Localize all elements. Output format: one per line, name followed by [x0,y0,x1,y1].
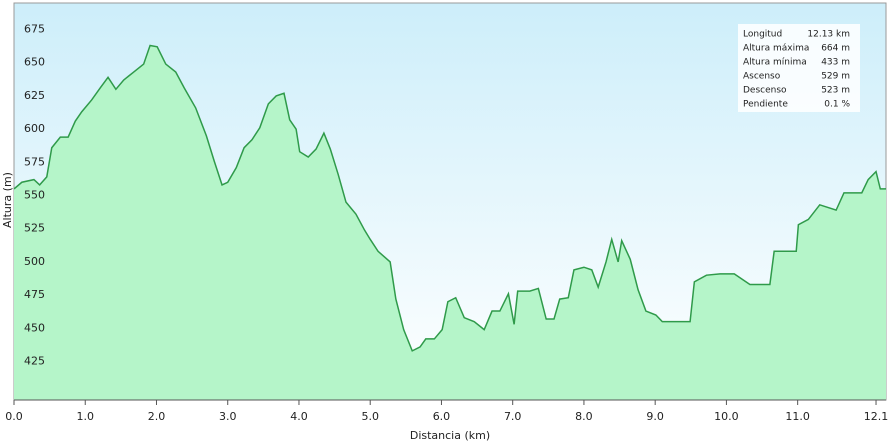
x-tick-label: 12.1 [864,410,889,423]
y-tick-label: 650 [24,56,45,69]
stat-label: Pendiente [743,100,788,110]
stat-value: 664 m [821,44,850,54]
x-tick-label: 6.0 [433,410,451,423]
y-axis-label: Altura (m) [1,172,14,228]
stat-value: 523 m [821,86,850,96]
y-tick-label: 500 [24,255,45,268]
stat-value: 433 m [821,58,850,68]
x-tick-label: 10.0 [714,410,739,423]
y-tick-label: 525 [24,222,45,235]
y-tick-label: 600 [24,122,45,135]
x-axis-label: Distancia (km) [410,429,490,442]
area [14,45,886,401]
stats-box: Longitud 12.13 km Altura máxima 664 m Altura… [738,24,860,112]
y-tick-label: 625 [24,89,45,102]
y-tick-label: 675 [24,23,45,36]
stat-value: 529 m [821,72,850,82]
stat-label: Altura máxima [743,44,809,54]
x-tick-label: 5.0 [361,410,379,423]
stat-value: 12.13 km [807,30,850,40]
y-tick-label: 475 [24,288,45,301]
stat-label: Altura mínima [743,58,807,68]
line [13,44,886,352]
x-tick-label: 11.0 [785,410,810,423]
y-tick-label: 550 [24,189,45,202]
y-tick-label: 575 [24,155,45,168]
x-tick-label: 0.0 [5,410,23,423]
stats-background [738,24,860,112]
x-tick-label: 4.0 [290,410,308,423]
x-tick-label: 9.0 [646,410,664,423]
y-tick-label: 450 [24,321,45,334]
stat-label: Longitud [743,30,782,40]
stat-value: 0.1 % [824,100,850,110]
y-tick-label: 425 [24,354,45,367]
x-tick-label: 2.0 [148,410,166,423]
stat-label: Ascenso [743,72,781,82]
x-tick-label: 1.0 [76,410,94,423]
x-tick-label: 8.0 [575,410,593,423]
x-tick-label: 3.0 [219,410,237,423]
stat-label: Descenso [743,86,787,96]
x-tick-label: 7.0 [504,410,522,423]
